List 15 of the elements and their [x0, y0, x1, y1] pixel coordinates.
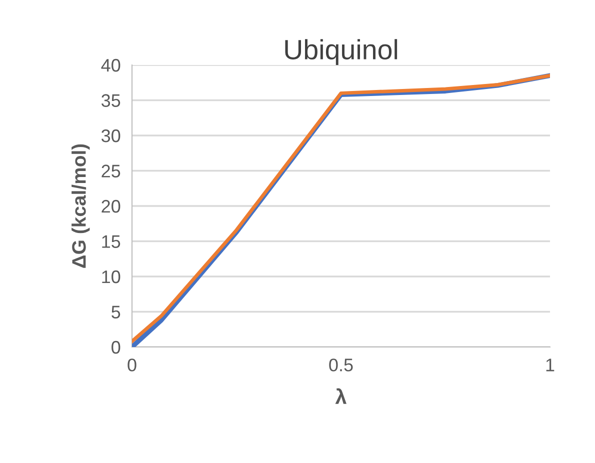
y-tick-label: 35: [101, 94, 120, 107]
x-tick-label: 0: [128, 358, 136, 372]
y-tick-label: 30: [101, 129, 120, 142]
y-axis-title: ΔG (kcal/mol): [72, 144, 90, 268]
y-tick-label: 0: [112, 340, 120, 354]
chart-title: Ubiquinol: [285, 39, 398, 65]
x-axis-title: λ: [335, 388, 346, 404]
y-tick-label: 20: [102, 200, 120, 213]
y-tick-label: 25: [102, 164, 120, 178]
x-tick-label: 0.5: [329, 358, 353, 372]
x-tick-label: 1: [546, 358, 554, 372]
y-tick-label: 10: [102, 270, 120, 284]
y-tick-label: 15: [102, 235, 120, 248]
y-tick-label: 40: [101, 58, 120, 72]
y-tick-label: 5: [112, 306, 120, 318]
